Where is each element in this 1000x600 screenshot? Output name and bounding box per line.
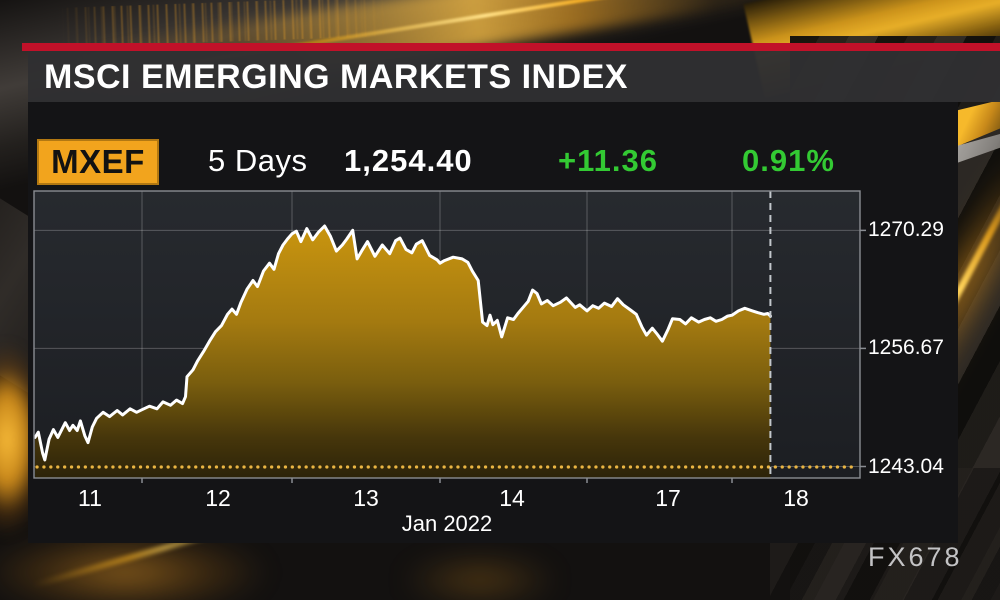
- price-area-fill: [35, 226, 771, 478]
- page-title: MSCI EMERGING MARKETS INDEX: [44, 58, 628, 96]
- price-line: [33, 224, 772, 462]
- range-label: 5 Days: [208, 143, 308, 178]
- title-bar: MSCI EMERGING MARKETS INDEX: [28, 51, 1000, 102]
- ticker-symbol-badge: MXEF: [37, 139, 159, 185]
- watermark: FX678: [868, 542, 963, 572]
- plot-frame: [33, 190, 861, 479]
- last-price: 1,254.40: [344, 143, 473, 178]
- red-accent-stripe: [22, 43, 1000, 51]
- price-change: +11.36: [558, 143, 658, 178]
- price-change-percent: 0.91%: [742, 143, 835, 178]
- bottom-center-glow: [375, 548, 585, 600]
